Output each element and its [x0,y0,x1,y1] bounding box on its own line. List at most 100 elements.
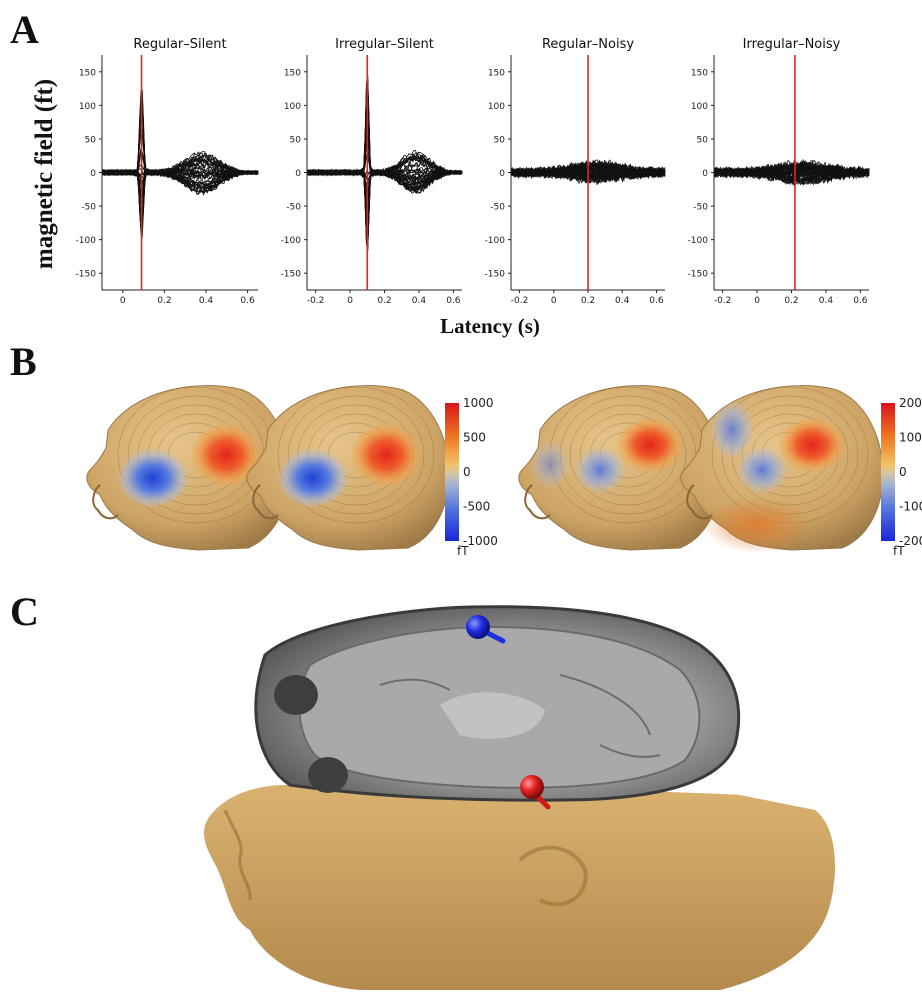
x-axis-label: Latency (s) [440,314,540,338]
negative-pole [277,448,349,508]
y-tick-label: -150 [281,270,302,280]
sensor-trace [306,85,463,177]
plot-title: Regular–Silent [133,37,226,52]
colorbar-tick-label: 100 [899,431,922,445]
y-tick-label: -150 [76,270,97,280]
y-tick-label: -50 [693,203,708,213]
negative-pole [736,446,788,494]
sensor-trace [306,74,463,177]
x-tick-label: 0 [120,296,126,306]
colorbar-tick-label: -200 [899,534,922,548]
y-tick-label: -150 [485,270,506,280]
panel-label-c: C [10,589,39,634]
ear-contour [518,845,588,907]
plot-title: Irregular–Silent [335,37,434,52]
y-tick-label: 0 [702,169,708,179]
mri-sulci [379,674,661,758]
y-tick-label: 150 [79,68,96,78]
y-tick-label: 0 [499,169,505,179]
y-tick-label: 100 [691,102,708,112]
face-contour [223,809,252,901]
mri-eye-left [274,675,318,715]
sensor-trace [101,116,259,177]
sensor-traces [101,89,259,238]
mri-eye-right [308,757,348,793]
y-tick-label: 150 [284,68,301,78]
x-tick-label: 0.2 [157,296,171,306]
panel-a-plots: Regular–Silent 150 100 50 0 -50 -100 -150 0 0.2 0.… [76,37,870,306]
x-tick-label: -0.2 [511,296,529,306]
y-tick-label: 50 [290,135,302,145]
y-tick-label: 100 [488,102,505,112]
face-profile [92,484,119,520]
topomap-head-4 [680,385,884,553]
sensor-trace [306,131,463,192]
sensor-trace [306,168,463,219]
colorbar-tick-label: 0 [899,465,907,479]
sensor-trace [306,168,463,249]
sensor-trace [713,167,870,181]
colorbar-right [881,403,895,541]
y-tick-label: -150 [688,270,709,280]
negative-pole [117,448,189,508]
negative-pole-secondary [710,400,754,460]
x-tick-label: 0.4 [199,296,214,306]
topomap-head-3 [518,385,722,551]
colorbar-unit: fT [457,544,469,558]
x-tick-label: 0.2 [784,296,798,306]
y-tick-label: 100 [284,102,301,112]
x-tick-label: 0.6 [240,296,255,306]
x-tick-label: 0.2 [377,296,391,306]
colorbar-tick-label: 1000 [463,396,494,410]
y-tick-label: -50 [81,203,96,213]
colorbar-tick-label: 200 [899,396,922,410]
y-tick-label: 100 [79,102,96,112]
face-profile [524,484,551,520]
colorbar-left [445,403,459,541]
y-tick-label: -100 [76,236,97,246]
face-profile [686,484,713,520]
y-tick-label: -100 [688,236,709,246]
plot-title: Irregular–Noisy [743,37,841,52]
sensor-trace [713,161,870,178]
panel-label-a: A [10,7,39,52]
sensor-trace [101,160,259,222]
y-tick-label: -100 [281,236,302,246]
contour-line [277,386,435,524]
orange-region [702,497,812,553]
x-tick-label: 0.6 [446,296,461,306]
x-tick-label: 0.4 [819,296,834,306]
dipole-blue [466,615,506,644]
positive-pole [350,423,422,487]
butterfly-plot-1: Regular–Silent 150 100 50 0 -50 -100 -150 0 0.2 0.… [76,37,259,306]
topomap-head-2 [246,385,450,551]
sensor-traces [306,74,463,252]
butterfly-plot-3: Regular–Noisy 150 100 50 0 -50 -100 -150 -0.2 0 0.… [485,37,666,306]
y-tick-label: 150 [488,68,505,78]
plot-title: Regular–Noisy [542,37,634,52]
y-tick-label: -100 [485,236,506,246]
panel-label-b: B [10,339,37,384]
contour-line [569,404,687,506]
panel-c-mri-head [203,605,836,990]
x-tick-label: -0.2 [307,296,325,306]
x-tick-label: 0.6 [853,296,868,306]
butterfly-plot-2: Irregular–Silent 150 100 50 0 -50 -100 -150 -0.2… [281,37,463,306]
x-tick-label: -0.2 [714,296,732,306]
positive-pole [616,417,684,473]
sensor-trace [306,168,463,252]
x-tick-label: 0 [347,296,353,306]
positive-pole [190,423,262,487]
contour-line [287,395,425,515]
x-tick-label: 0.4 [412,296,427,306]
y-tick-label: 50 [85,135,97,145]
face-profile [252,484,279,520]
sensor-trace [306,76,463,178]
topomap-head-1 [86,385,290,551]
x-tick-label: 0.4 [615,296,630,306]
head-skin [203,785,836,990]
dipole-red [520,775,551,810]
y-tick-label: -50 [490,203,505,213]
colorbar-tick-label: 500 [463,431,486,445]
y-tick-label: 50 [494,135,506,145]
